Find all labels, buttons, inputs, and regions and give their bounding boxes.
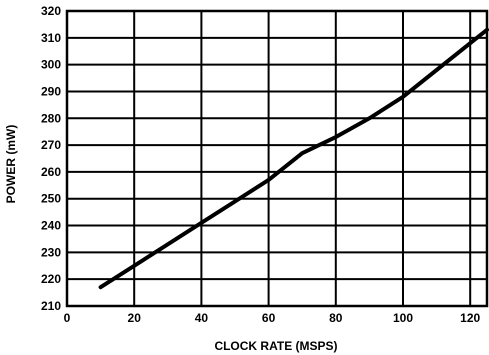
y-tick-label-280: 280 — [41, 111, 61, 125]
plot-frame — [65, 9, 489, 308]
y-tick-label-210: 210 — [41, 299, 61, 313]
y-tick-label-230: 230 — [41, 245, 61, 259]
y-tick-label-240: 240 — [41, 219, 61, 233]
tick-labels: 210 220 230 240 250 260 270 280 290 300 310 320 0 20 4… — [41, 4, 481, 325]
grid — [67, 11, 487, 306]
y-tick-label-290: 290 — [41, 84, 61, 98]
y-tick-label-270: 270 — [41, 138, 61, 152]
y-tick-label-320: 320 — [41, 4, 61, 18]
y-tick-label-260: 260 — [41, 165, 61, 179]
x-tick-label-20: 20 — [128, 311, 142, 325]
series-line-0 — [98, 27, 489, 290]
x-tick-label-120: 120 — [460, 311, 480, 325]
y-tick-label-220: 220 — [41, 272, 61, 286]
series-layer — [98, 27, 489, 290]
y-tick-label-300: 300 — [41, 58, 61, 72]
y-axis-label: POWER (mW) — [4, 125, 18, 204]
x-tick-label-80: 80 — [329, 311, 343, 325]
x-tick-label-100: 100 — [393, 311, 413, 325]
y-tick-label-310: 310 — [41, 31, 61, 45]
x-axis-label: CLOCK RATE (MSPS) — [214, 339, 337, 353]
x-tick-label-60: 60 — [262, 311, 276, 325]
x-tick-label-40: 40 — [195, 311, 209, 325]
y-tick-label-250: 250 — [41, 192, 61, 206]
x-tick-label-0: 0 — [64, 311, 71, 325]
plot-border — [65, 9, 489, 308]
